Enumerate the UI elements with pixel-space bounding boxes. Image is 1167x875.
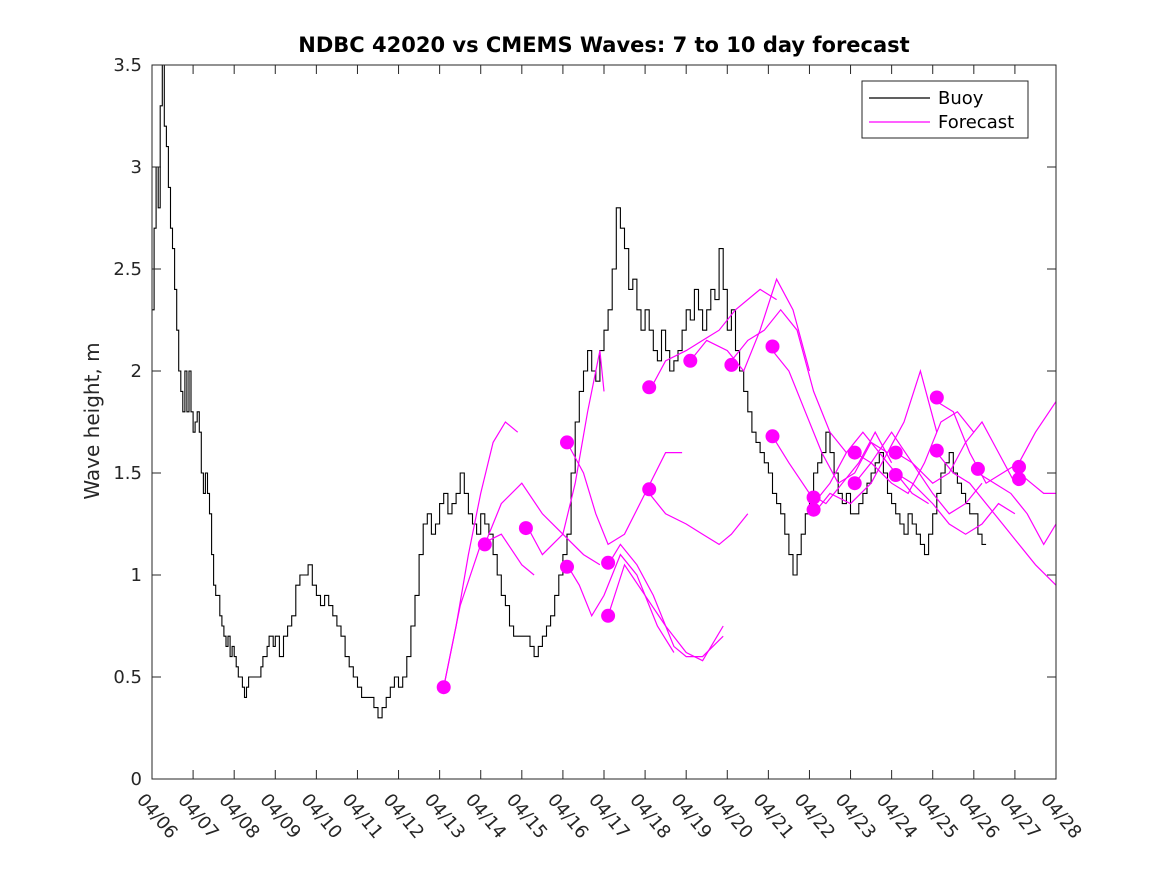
forecast-point-21: [929, 443, 944, 458]
forecast-point-3: [518, 521, 533, 536]
forecast-point-14: [806, 490, 821, 505]
forecast-point-24: [1012, 472, 1026, 487]
forecast-point-5: [560, 559, 574, 574]
forecast-point-4: [560, 435, 574, 450]
plot-series-group: [152, 65, 1056, 719]
forecast-series-line-7: [607, 543, 724, 658]
forecast-point-11: [724, 357, 739, 372]
y-tick-label: 0.5: [113, 667, 142, 688]
forecast-point-18: [888, 445, 903, 460]
legend-forecast-label: Forecast: [938, 112, 1014, 133]
y-tick-label: 3.5: [113, 55, 142, 76]
forecast-point-1: [436, 680, 451, 695]
forecast-series-line-4: [525, 350, 605, 556]
y-tick-label: 2.5: [113, 259, 142, 280]
forecast-point-20: [929, 390, 944, 405]
forecast-point-6: [601, 555, 616, 570]
forecast-series-line-9: [648, 493, 749, 546]
forecast-series-line-19: [895, 420, 1016, 484]
forecast-point-13: [765, 429, 780, 444]
forecast-series-line-2: [443, 533, 535, 688]
forecast-series-line-5: [566, 442, 683, 546]
forecast-point-8: [642, 380, 657, 395]
forecast-series-line-10: [648, 288, 777, 392]
forecast-series-line-21: [936, 401, 1056, 485]
forecast-series-line-14: [771, 430, 893, 505]
forecast-point-2: [477, 537, 492, 552]
forecast-series-line-22: [936, 452, 1056, 586]
forecast-series-line-16: [813, 368, 938, 515]
forecast-point-7: [601, 608, 616, 623]
y-tick-label: 0: [131, 769, 142, 790]
chart-title: NDBC 42020 vs CMEMS Waves: 7 to 10 day f…: [298, 33, 909, 57]
forecast-point-12: [765, 339, 780, 354]
forecast-series-line-17: [854, 411, 975, 495]
y-tick-label: 3: [131, 157, 142, 178]
forecast-point-17: [847, 476, 862, 491]
forecast-point-10: [683, 353, 698, 368]
buoy-series-line: [152, 65, 987, 719]
forecast-series-line-23: [977, 472, 1056, 546]
forecast-point-15: [806, 502, 821, 517]
forecast-series-line-13: [772, 350, 888, 485]
legend-buoy-label: Buoy: [938, 88, 984, 109]
y-axis-label: Wave height, m: [80, 342, 104, 499]
forecast-series-line-6: [566, 553, 675, 653]
forecast-series-line-3: [484, 482, 601, 566]
forecast-point-16: [847, 445, 862, 460]
forecast-series-line-12: [730, 308, 847, 453]
forecast-series-line-8: [607, 563, 724, 662]
legend-box: [861, 80, 1029, 139]
forecast-point-23: [1012, 459, 1026, 474]
forecast-series-line-11: [689, 277, 811, 373]
forecast-series-line-18: [854, 431, 983, 515]
legend: Buoy Forecast: [861, 80, 1029, 139]
y-tick-label: 1.5: [113, 463, 142, 484]
y-tick-label: 2: [131, 361, 142, 382]
plot-area: [152, 65, 1056, 779]
forecast-point-19: [888, 468, 903, 482]
forecast-point-22: [970, 461, 985, 476]
forecast-series-line-20: [895, 472, 1016, 535]
forecast-point-9: [642, 482, 657, 497]
y-tick-label: 1: [131, 565, 142, 586]
